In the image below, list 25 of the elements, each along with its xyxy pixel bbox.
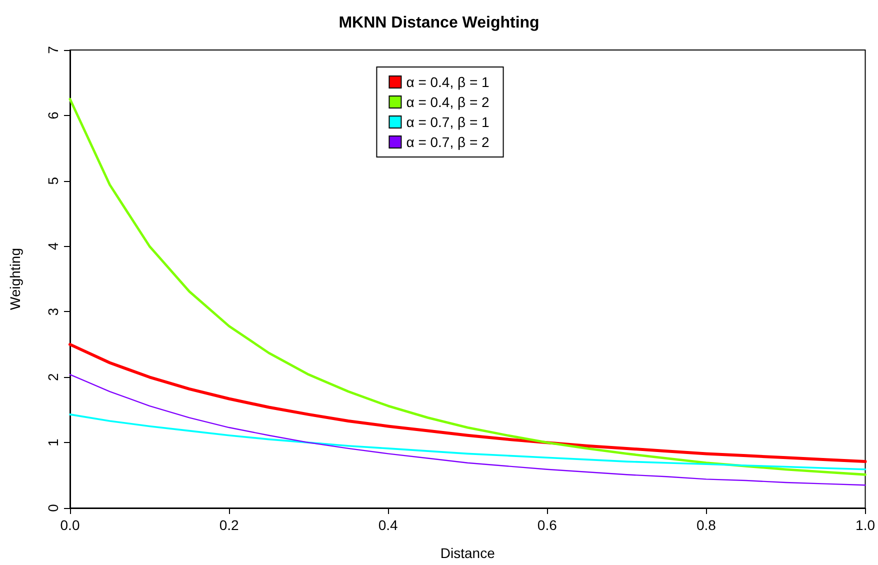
y-tick-label: 3 [45, 308, 61, 316]
y-tick-label: 0 [45, 504, 61, 512]
legend-label: α = 0.7, β = 2 [406, 134, 490, 150]
y-tick-label: 6 [45, 111, 61, 120]
legend-label: α = 0.4, β = 1 [406, 74, 490, 90]
y-tick-label: 4 [45, 242, 61, 250]
y-tick-label: 2 [45, 373, 61, 382]
y-tick-label: 7 [45, 46, 61, 54]
y-axis-title: Weighting [7, 248, 23, 310]
chart-title: MKNN Distance Weighting [338, 14, 540, 32]
legend-label: α = 0.4, β = 2 [406, 94, 490, 110]
x-tick-label: 0.2 [219, 517, 239, 533]
legend-label: α = 0.7, β = 1 [406, 114, 490, 130]
line-series [68, 342, 867, 464]
x-tick-label: 1.0 [856, 517, 876, 533]
line-series [69, 374, 866, 486]
y-tick-label: 5 [45, 176, 61, 185]
y-tick-label: 1 [45, 438, 61, 446]
x-tick-label: 0.4 [378, 517, 398, 533]
x-tick-label: 0.0 [60, 517, 80, 533]
line-series [69, 414, 866, 470]
x-axis-title: Distance [440, 545, 496, 561]
x-tick-label: 0.6 [537, 517, 558, 533]
line-series [68, 98, 866, 476]
x-tick-label: 0.8 [696, 517, 716, 533]
